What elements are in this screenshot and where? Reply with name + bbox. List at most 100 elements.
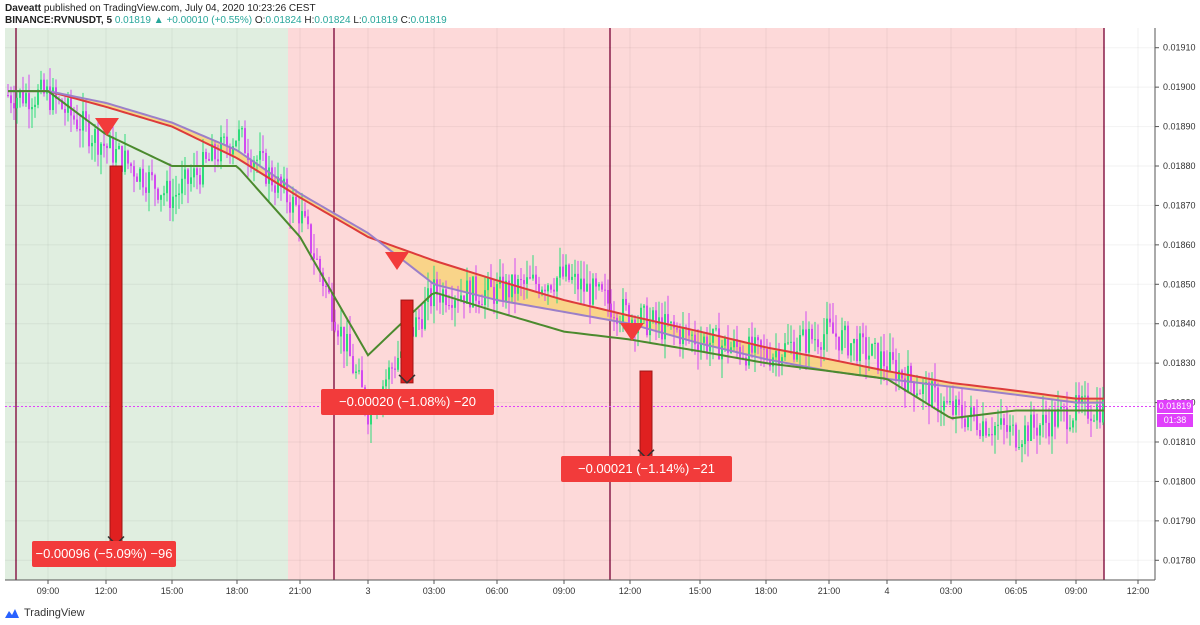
candle-body xyxy=(40,79,42,90)
ema-fast-line xyxy=(8,90,1104,420)
candle-body xyxy=(193,168,195,178)
candle-body xyxy=(415,317,417,337)
time-axis[interactable]: 09:00 12:00 15:00 18:00 21:00 3 03:00 06:00 09:0… xyxy=(5,579,1155,596)
arrow-down-icon xyxy=(398,374,416,384)
candle-body xyxy=(217,159,219,162)
candle-body xyxy=(232,146,234,155)
candle-body xyxy=(313,253,315,259)
candle-body xyxy=(112,136,114,163)
candle-body xyxy=(601,284,603,290)
publish-text: published on TradingView.com, July 04, 2… xyxy=(43,3,316,14)
time-tick-label: 15:00 xyxy=(689,586,712,596)
candle-body xyxy=(1084,395,1086,397)
candle-body xyxy=(430,288,432,307)
candle-body xyxy=(745,357,747,366)
author-name[interactable]: Daveatt xyxy=(5,3,42,14)
candle-body xyxy=(1021,444,1023,448)
candle-body xyxy=(223,136,225,138)
candle-body xyxy=(823,334,825,350)
candle-body xyxy=(490,278,492,287)
publish-info: Daveatt published on TradingView.com, Ju… xyxy=(5,3,316,14)
candle-body xyxy=(115,148,117,163)
candle-body xyxy=(451,305,453,308)
candle-body xyxy=(196,168,198,176)
candle-body xyxy=(118,145,120,149)
measurement-label-2: −0.00020 (−1.08%) −20 xyxy=(321,389,494,415)
candle-body xyxy=(1096,404,1098,421)
candle-body xyxy=(127,150,129,164)
candle-body xyxy=(868,355,870,360)
candle-body xyxy=(1030,414,1032,441)
candle-body xyxy=(553,289,555,292)
candle-body xyxy=(625,298,627,306)
candle-body xyxy=(955,399,957,415)
candle-body xyxy=(265,152,267,184)
candle-body xyxy=(274,185,276,193)
countdown-tag: 01:38 xyxy=(1157,413,1193,427)
time-tick-label: 12:00 xyxy=(1127,586,1150,596)
candle-body xyxy=(709,342,711,352)
candle-body xyxy=(22,90,24,104)
time-tick-label: 06:05 xyxy=(1005,586,1028,596)
candle-body xyxy=(1087,395,1089,419)
tradingview-logo-icon xyxy=(4,607,20,619)
candle-body xyxy=(976,416,978,431)
candle-body xyxy=(547,285,549,292)
candle-body xyxy=(763,348,765,350)
price-tick-label: 0.01900 xyxy=(1163,82,1196,92)
candle-body xyxy=(907,365,909,392)
candle-body xyxy=(172,196,174,208)
candle-body xyxy=(835,333,837,337)
candle-body xyxy=(310,224,312,254)
candle-body xyxy=(103,143,105,146)
candle-body xyxy=(1000,418,1002,425)
candle-body xyxy=(964,418,966,428)
candle-body xyxy=(577,273,579,290)
candle-body xyxy=(652,310,654,321)
open-label: O: xyxy=(254,15,266,26)
candle-body xyxy=(1060,406,1062,409)
candle-body xyxy=(292,196,294,213)
tradingview-brand[interactable]: TradingView xyxy=(24,607,85,619)
candle-body xyxy=(664,314,666,340)
footer: TradingView xyxy=(4,607,85,619)
candle-body xyxy=(253,160,255,167)
candle-body xyxy=(91,142,93,147)
candle-body xyxy=(697,344,699,352)
candle-body xyxy=(322,272,324,287)
candle-body xyxy=(556,277,558,292)
candle-body xyxy=(910,365,912,382)
candle-body xyxy=(1075,395,1077,421)
candle-body xyxy=(649,320,651,336)
candle-body xyxy=(787,342,789,344)
candle-body xyxy=(550,285,552,290)
last-price-tag: 0.01819 xyxy=(1157,399,1193,413)
candle-body xyxy=(154,175,156,189)
candle-body xyxy=(856,339,858,362)
candle-body xyxy=(958,399,960,406)
symbol-name[interactable]: BINANCE:RVNUSDT, 5 xyxy=(5,15,113,26)
candle-body xyxy=(862,333,864,338)
candle-body xyxy=(994,426,996,436)
measure-bar-3 xyxy=(639,370,653,459)
candle-body xyxy=(166,180,168,194)
candle-body xyxy=(805,329,807,353)
candle-body xyxy=(778,351,780,366)
time-tick-label: 12:00 xyxy=(619,586,642,596)
candle-body xyxy=(799,335,801,352)
candle-body xyxy=(13,103,15,109)
candle-body xyxy=(583,278,585,292)
candle-body xyxy=(145,187,147,193)
candle-body xyxy=(871,343,873,356)
time-tick-label: 15:00 xyxy=(161,586,184,596)
candle-body xyxy=(70,98,72,116)
candle-body xyxy=(43,79,45,94)
time-tick-label: 3 xyxy=(365,586,370,596)
price-axis[interactable]: 0.01910 0.01900 0.01890 0.01880 0.01870 0.018… xyxy=(1154,28,1196,580)
candle-body xyxy=(175,194,177,197)
candle-body xyxy=(841,330,843,351)
grid xyxy=(5,28,1155,580)
time-tick-label: 12:00 xyxy=(95,586,118,596)
candle-body xyxy=(529,277,531,279)
